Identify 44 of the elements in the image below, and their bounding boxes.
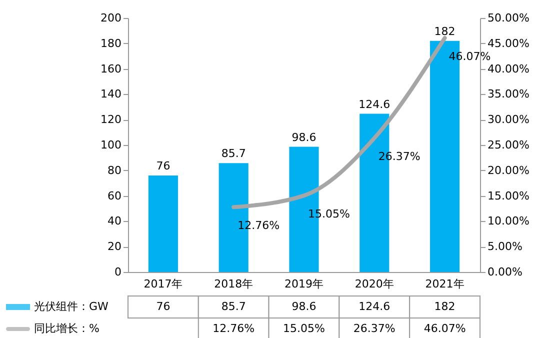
y2-tick-label: 20.00% <box>488 164 530 177</box>
data-label: 98.6 <box>292 300 316 313</box>
y-tick-label: 140 <box>100 88 122 101</box>
y2-tick-label: 35.00% <box>488 88 530 101</box>
data-label: 12.76% <box>212 322 255 335</box>
y2-tick-label: 40.00% <box>488 62 530 76</box>
y-tick-label: 20 <box>108 240 122 254</box>
y2-tick-label: 50.00% <box>488 12 530 24</box>
data-label: 124.6 <box>358 300 390 313</box>
y-tick-label: 0 <box>114 266 122 278</box>
data-label: 26.37% <box>353 322 396 335</box>
bar <box>148 175 178 272</box>
data-label: 85.7 <box>221 300 246 313</box>
text: 85.7 <box>221 147 246 160</box>
y-tick-label: 100 <box>100 138 122 152</box>
legend-label: 光伏组件：GW <box>34 300 109 313</box>
y2-tick-label: 25.00% <box>488 138 530 152</box>
y-tick-label: 120 <box>100 113 122 126</box>
x-tick-label: 2017年 <box>144 278 183 290</box>
data-label: 46.07% <box>424 322 466 335</box>
x-tick-label: 2019年 <box>284 278 324 290</box>
data-label: 15.05% <box>283 322 325 335</box>
text: 124.6 <box>358 98 390 111</box>
y2-tick-label: 15.00% <box>488 189 530 202</box>
y2-tick-label: 30.00% <box>488 113 530 126</box>
text: 182 <box>434 24 456 38</box>
y-tick-label: 40 <box>108 214 122 228</box>
y-tick-label: 80 <box>108 164 122 177</box>
text: 98.6 <box>292 130 316 144</box>
x-tick-label: 2018年 <box>214 278 254 290</box>
text: 76 <box>156 159 170 172</box>
y2-tick-label: 0.00% <box>488 266 522 278</box>
y2-tick-label: 45.00% <box>488 36 530 50</box>
y-tick-label: 180 <box>100 36 122 50</box>
data-label: 76 <box>156 300 170 313</box>
legend-label: 同比增长：% <box>34 322 100 335</box>
y-tick-label: 60 <box>108 189 122 202</box>
y2-tick-label: 10.00% <box>488 214 530 228</box>
data-label: 182 <box>434 300 456 313</box>
y2-tick-label: 5.00% <box>488 240 522 254</box>
y-tick-label: 200 <box>100 12 122 24</box>
x-tick-label: 2020年 <box>354 278 394 290</box>
x-tick-label: 2021年 <box>425 278 464 290</box>
y-tick-label: 160 <box>100 62 122 76</box>
